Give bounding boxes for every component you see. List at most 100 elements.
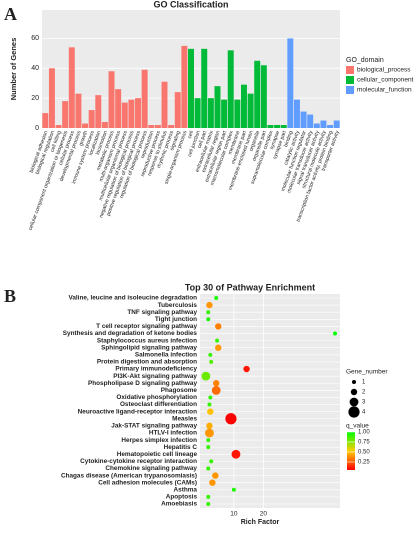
point	[213, 380, 220, 387]
point	[231, 487, 236, 492]
y-axis-label: Number of Genes	[9, 38, 18, 101]
y-tick-label: Amoebiasis	[161, 501, 197, 508]
y-tick-label: T cell receptor signaling pathway	[96, 323, 197, 330]
bar	[115, 89, 122, 128]
y-tick-label: 40	[31, 65, 39, 72]
y-tick-label: 60	[31, 35, 39, 42]
bar	[62, 101, 69, 128]
bar	[108, 71, 115, 128]
point	[211, 385, 221, 395]
point	[215, 323, 222, 330]
y-tick-label: TNF signaling pathway	[127, 309, 197, 316]
point	[205, 428, 214, 438]
panel-label: B	[4, 286, 16, 306]
bar	[128, 99, 135, 128]
bar	[221, 99, 228, 128]
legend-label: 0.25	[358, 460, 370, 466]
x-tick-label: binding	[283, 130, 294, 148]
bar	[161, 81, 168, 128]
point	[207, 408, 214, 415]
y-tick-label: Cytokine-cytokine receptor interaction	[80, 458, 197, 465]
bar	[327, 125, 334, 128]
x-tick-label: 20	[260, 511, 268, 518]
bar	[42, 113, 49, 128]
bar	[247, 93, 254, 128]
point	[206, 466, 211, 471]
x-tick-label: 10	[230, 511, 238, 518]
bar	[293, 99, 300, 128]
y-tick-label: Hepatitis C	[164, 444, 198, 451]
y-tick-label: Neuroactive ligand-receptor interaction	[78, 408, 197, 415]
point	[206, 502, 211, 506]
y-tick-label: Cell adhesion molecules (CAMs)	[98, 479, 197, 486]
legend-label: 1	[362, 380, 366, 386]
legend-label: 0.75	[358, 440, 370, 446]
point	[206, 317, 211, 322]
point	[201, 371, 211, 381]
point	[215, 344, 222, 351]
y-tick-label: Protein digestion and absorption	[97, 359, 197, 366]
bar	[154, 125, 161, 128]
y-tick-label: Primary immunodeficiency	[115, 366, 197, 373]
bar	[194, 98, 201, 128]
x-tick-label: cell	[187, 130, 195, 139]
y-tick-label: Measles	[172, 415, 197, 422]
bar	[181, 45, 188, 129]
point	[243, 365, 250, 373]
legend-label: 0.50	[358, 450, 370, 456]
bar	[280, 125, 287, 128]
y-tick-label: Chemokine signaling pathway	[105, 465, 197, 472]
x-tick-label: growth	[78, 130, 89, 147]
bar	[188, 48, 194, 128]
y-tick-label: HTLV-I infection	[149, 430, 197, 437]
legend-label: 2	[362, 390, 366, 396]
point	[206, 445, 211, 450]
y-tick-label: Oxidative phosphorylation	[116, 394, 197, 401]
plot-background	[200, 294, 340, 508]
point	[215, 338, 220, 343]
bar	[148, 125, 155, 128]
legend-label: 4	[362, 410, 366, 416]
legend-label: cellular_component	[357, 77, 414, 84]
bar	[320, 120, 327, 128]
point	[332, 331, 337, 336]
bar	[254, 60, 261, 129]
legend-point	[352, 380, 356, 384]
point	[207, 402, 212, 407]
bar	[234, 99, 241, 128]
bar	[82, 123, 89, 128]
legend-label: molecular_function	[357, 87, 412, 94]
bar	[300, 111, 307, 128]
point	[208, 352, 213, 357]
bar	[274, 125, 281, 128]
y-tick-label: Asthma	[174, 486, 198, 493]
legend-title: Gene_number	[346, 369, 388, 376]
bar	[207, 98, 214, 128]
legend-point	[349, 397, 359, 407]
bar	[174, 92, 181, 128]
y-tick-label: Osteoclast differentiation	[120, 401, 197, 408]
bar	[68, 47, 75, 128]
point	[206, 438, 211, 443]
bar	[240, 84, 247, 128]
y-tick-label: Phagosome	[161, 387, 198, 394]
color-bar	[347, 432, 355, 470]
legend-swatch	[346, 76, 354, 84]
point	[214, 296, 219, 300]
bar	[201, 48, 208, 128]
bar	[287, 38, 294, 128]
point	[212, 472, 219, 479]
point	[206, 310, 211, 315]
bar	[214, 86, 221, 128]
y-tick-label: 20	[31, 95, 39, 102]
y-tick-label: Tuberculosis	[158, 302, 198, 309]
y-tick-label: Staphylococcus aureus infection	[97, 337, 197, 344]
point	[209, 479, 216, 486]
y-tick-label: Sphingolipid signaling pathway	[101, 344, 197, 351]
point	[206, 301, 213, 309]
point	[225, 413, 237, 425]
legend-title: GO_domain	[346, 57, 384, 64]
bar	[88, 110, 95, 128]
legend-label: 1.00	[358, 430, 370, 436]
bar	[333, 120, 340, 128]
